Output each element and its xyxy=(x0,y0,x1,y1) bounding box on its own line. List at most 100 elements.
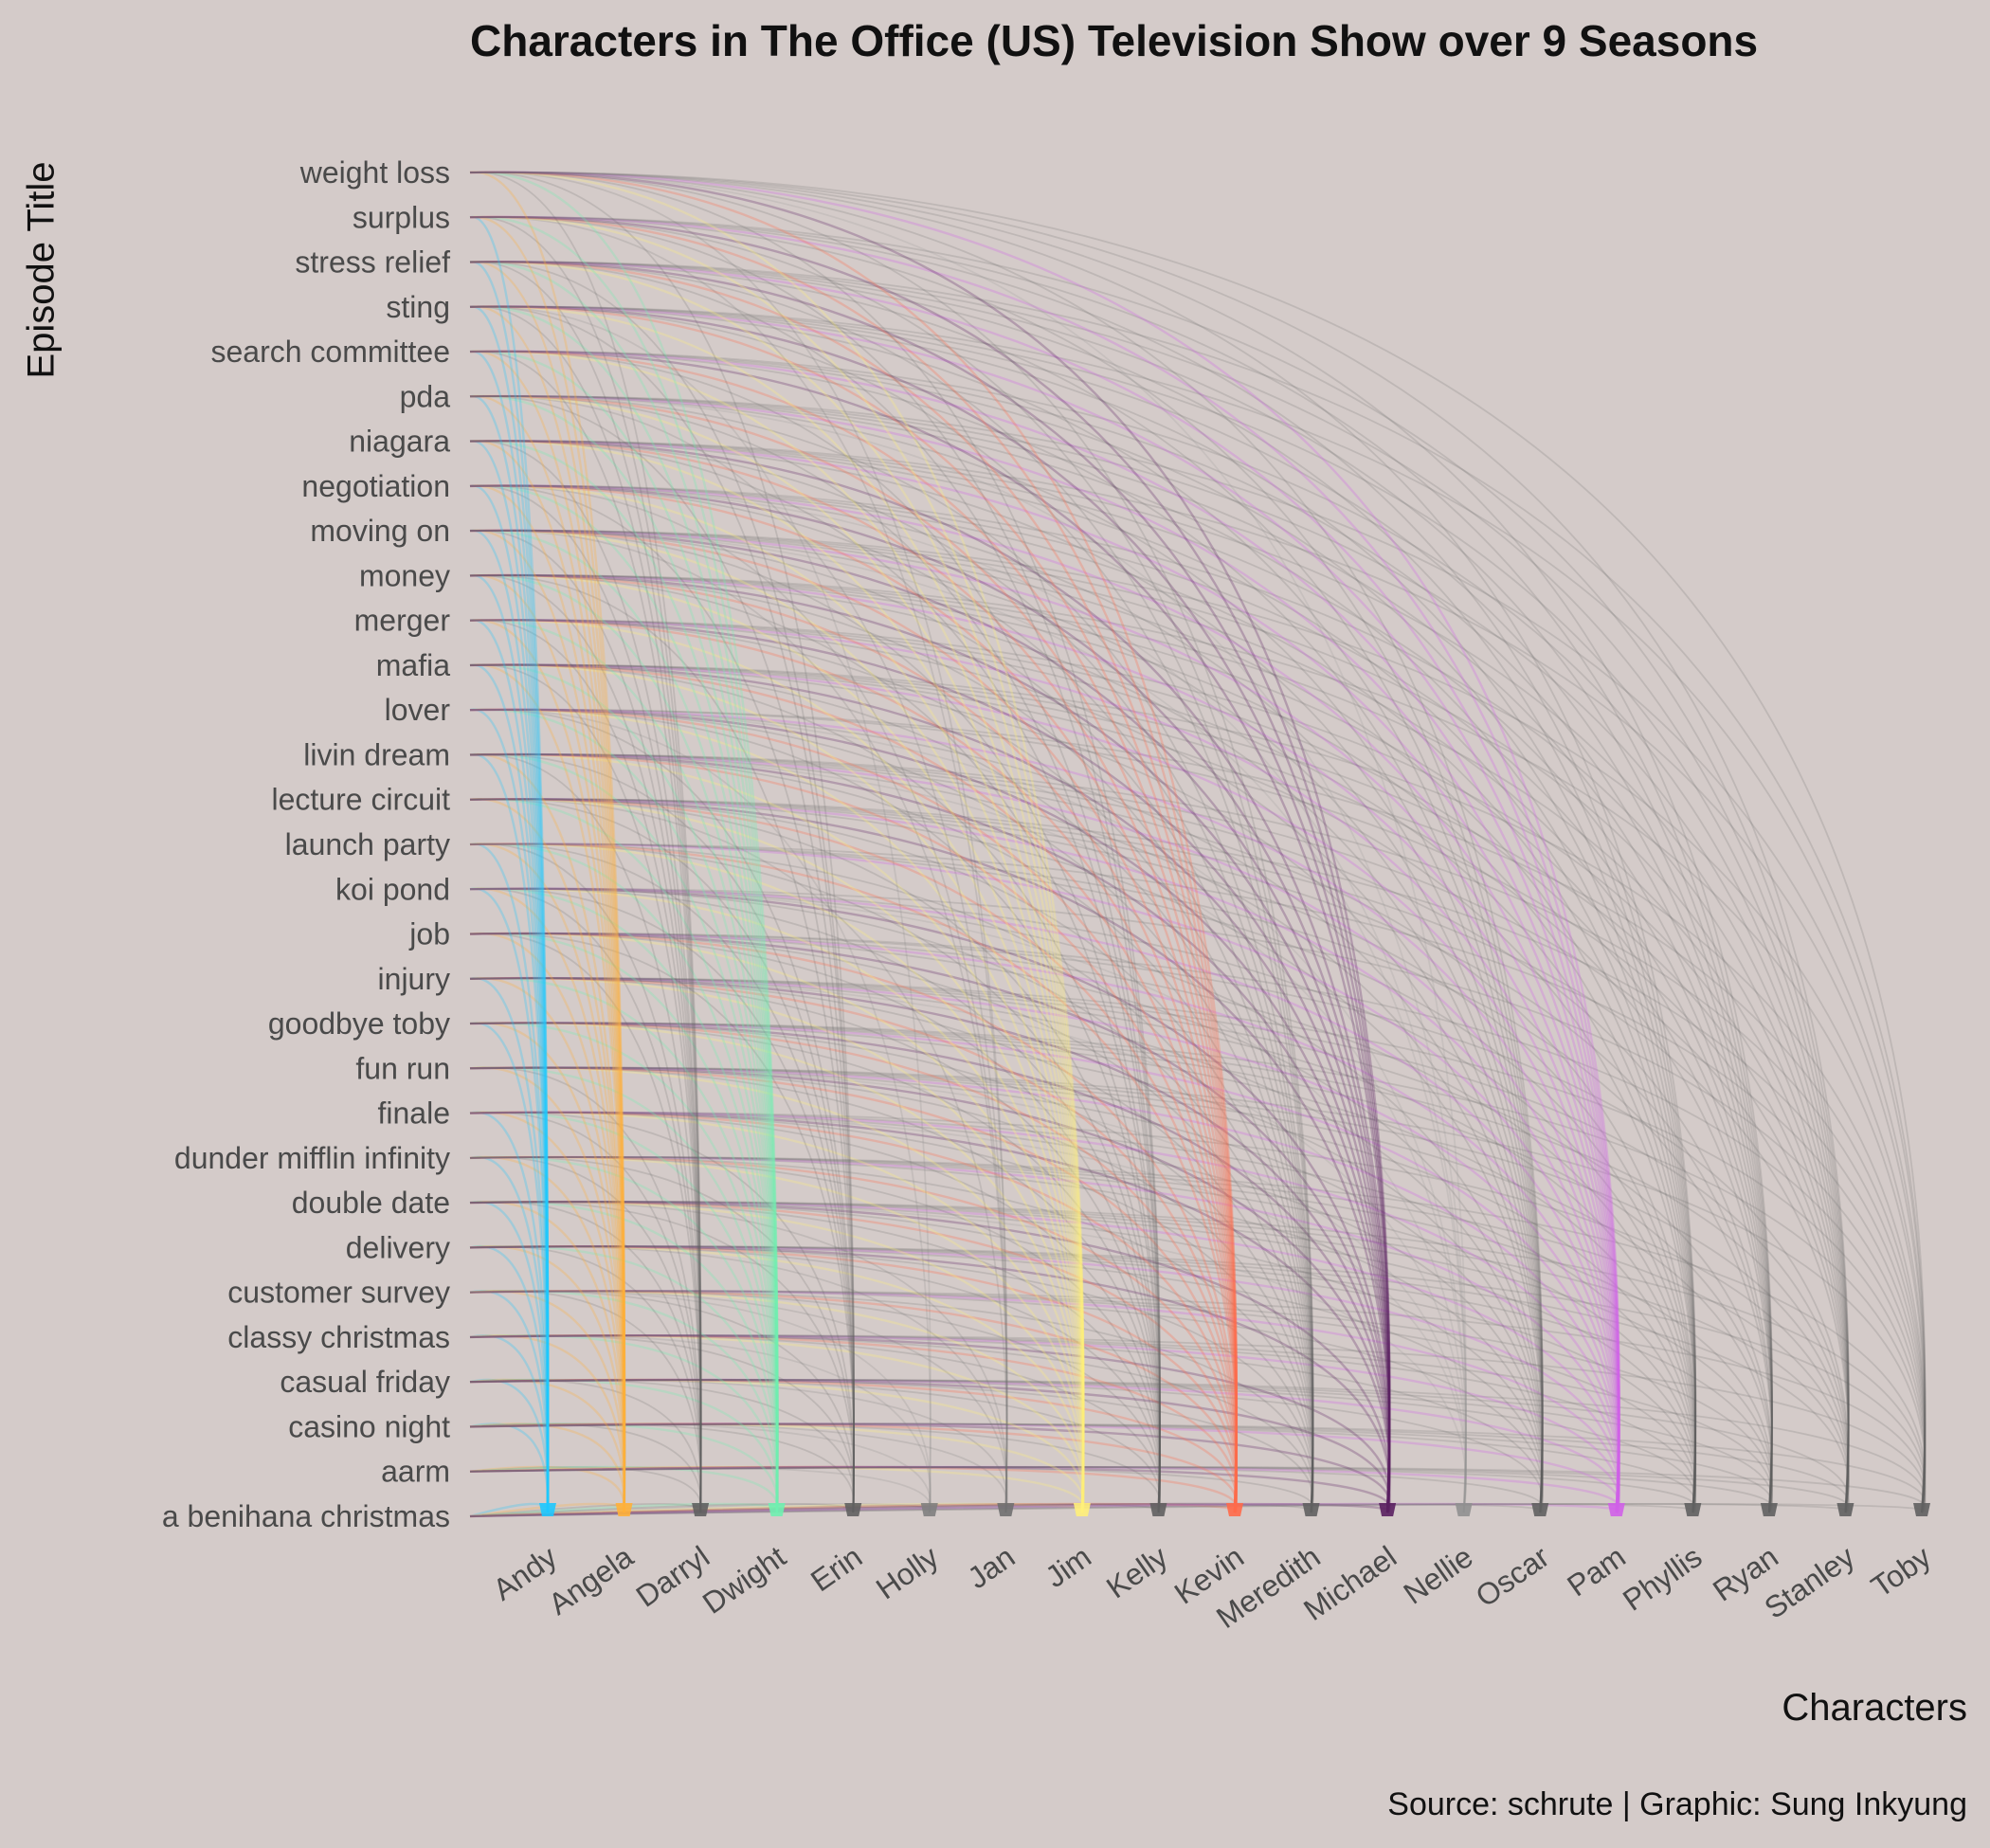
character-marker-jan xyxy=(997,1503,1015,1516)
arc-link xyxy=(469,1111,1238,1513)
arc-link xyxy=(469,798,1544,1513)
arc-link xyxy=(469,350,626,1513)
arc-link xyxy=(469,619,779,1513)
arc-link xyxy=(469,350,702,1513)
arc-link xyxy=(469,305,1620,1513)
arc-link xyxy=(469,305,626,1513)
arc-link xyxy=(469,842,702,1513)
arc-link xyxy=(469,663,1391,1513)
arc-link xyxy=(469,171,1773,1513)
arc-link xyxy=(469,1466,1927,1513)
arc-link xyxy=(469,1022,626,1513)
episode-label: customer survey xyxy=(227,1276,450,1310)
arc-link xyxy=(469,933,1927,1513)
arc-link xyxy=(469,261,1927,1513)
arc-link xyxy=(469,1022,1085,1513)
arc-link xyxy=(469,1334,856,1513)
arc-link xyxy=(469,663,550,1513)
arc-link xyxy=(469,798,1927,1513)
episode-label: casual friday xyxy=(280,1365,450,1399)
arc-link xyxy=(469,484,1850,1513)
arc-link xyxy=(469,663,1544,1513)
arc-link xyxy=(469,1466,1697,1513)
arcs-layer xyxy=(469,171,1927,1518)
arc-link xyxy=(469,529,626,1513)
arc-link xyxy=(469,1156,1773,1513)
arc-link xyxy=(469,1379,1773,1513)
arc-link xyxy=(469,305,1085,1513)
arc-link xyxy=(469,171,779,1513)
arc-link xyxy=(469,1379,702,1513)
arc-link xyxy=(469,1245,779,1513)
arc-link xyxy=(469,1334,1161,1513)
character-label-nellie: Nellie xyxy=(1397,1539,1478,1610)
arc-link xyxy=(469,1290,856,1513)
episode-label: money xyxy=(359,558,450,592)
arc-link xyxy=(469,798,1773,1513)
arc-link xyxy=(469,440,702,1513)
episode-labels: a benihana christmas aarm casino night casu… xyxy=(162,155,451,1533)
arc-link xyxy=(469,1201,1161,1513)
arc-link xyxy=(469,1334,1544,1513)
character-label-jim: Jim xyxy=(1039,1539,1096,1594)
arc-link xyxy=(469,1155,626,1513)
arc-link xyxy=(469,1245,702,1513)
arc-link xyxy=(469,529,1850,1513)
episode-label: weight loss xyxy=(299,155,450,190)
arc-link xyxy=(469,619,1773,1513)
arc-link xyxy=(469,529,1008,1513)
arc-link xyxy=(469,350,1544,1513)
arc-link xyxy=(469,216,1773,1513)
arc-link xyxy=(469,305,1697,1513)
arc-link xyxy=(469,1378,1238,1513)
arc-link xyxy=(469,484,702,1513)
arc-link xyxy=(469,663,626,1513)
arc-link xyxy=(469,261,1773,1513)
arc-link xyxy=(469,440,1850,1513)
arc-link xyxy=(469,394,1620,1513)
arc-link xyxy=(469,1201,1773,1513)
character-marker-phyllis xyxy=(1684,1503,1702,1516)
arc-link xyxy=(469,574,1161,1513)
arc-link xyxy=(469,394,779,1513)
arc-link xyxy=(469,573,1085,1513)
episode-label: goodbye toby xyxy=(268,1006,450,1041)
arc-link xyxy=(469,440,1773,1513)
arc-link xyxy=(469,529,1391,1513)
episode-label: moving on xyxy=(310,514,450,548)
arc-link xyxy=(469,1201,1467,1513)
character-label-dwight: Dwight xyxy=(696,1539,792,1621)
arc-link xyxy=(469,798,855,1513)
arc-link xyxy=(469,1334,1773,1513)
character-label-phyllis: Phyllis xyxy=(1617,1539,1708,1618)
arc-link xyxy=(469,842,626,1513)
arc-link xyxy=(469,887,855,1513)
character-marker-toby xyxy=(1913,1503,1930,1516)
arc-link xyxy=(469,1111,779,1513)
arc-link xyxy=(469,215,1085,1513)
arc-link xyxy=(469,394,626,1513)
arc-link xyxy=(469,350,550,1513)
character-marker-dwight xyxy=(768,1503,786,1516)
arc-link xyxy=(469,1422,1085,1513)
arc-link xyxy=(469,171,856,1513)
arc-link xyxy=(469,1200,1238,1513)
arc-link xyxy=(469,484,1697,1513)
arc-link xyxy=(469,1201,1314,1513)
arc-link xyxy=(469,619,1850,1513)
arc-link xyxy=(469,708,932,1513)
arc-link xyxy=(469,663,1773,1513)
arc-link xyxy=(469,1066,1238,1513)
arc-link xyxy=(469,1379,1697,1513)
arc-link xyxy=(469,1290,1620,1513)
arc-link xyxy=(469,1422,1391,1513)
arc-link xyxy=(469,887,1544,1513)
arc-link xyxy=(469,798,626,1513)
arc-link xyxy=(469,215,626,1513)
arc-link xyxy=(469,529,1085,1513)
x-axis-title: Characters xyxy=(1782,1687,1967,1729)
arc-link xyxy=(469,171,1467,1513)
arc-link xyxy=(469,1290,1697,1513)
arc-link xyxy=(469,1245,1544,1513)
arc-link xyxy=(469,1066,1773,1513)
